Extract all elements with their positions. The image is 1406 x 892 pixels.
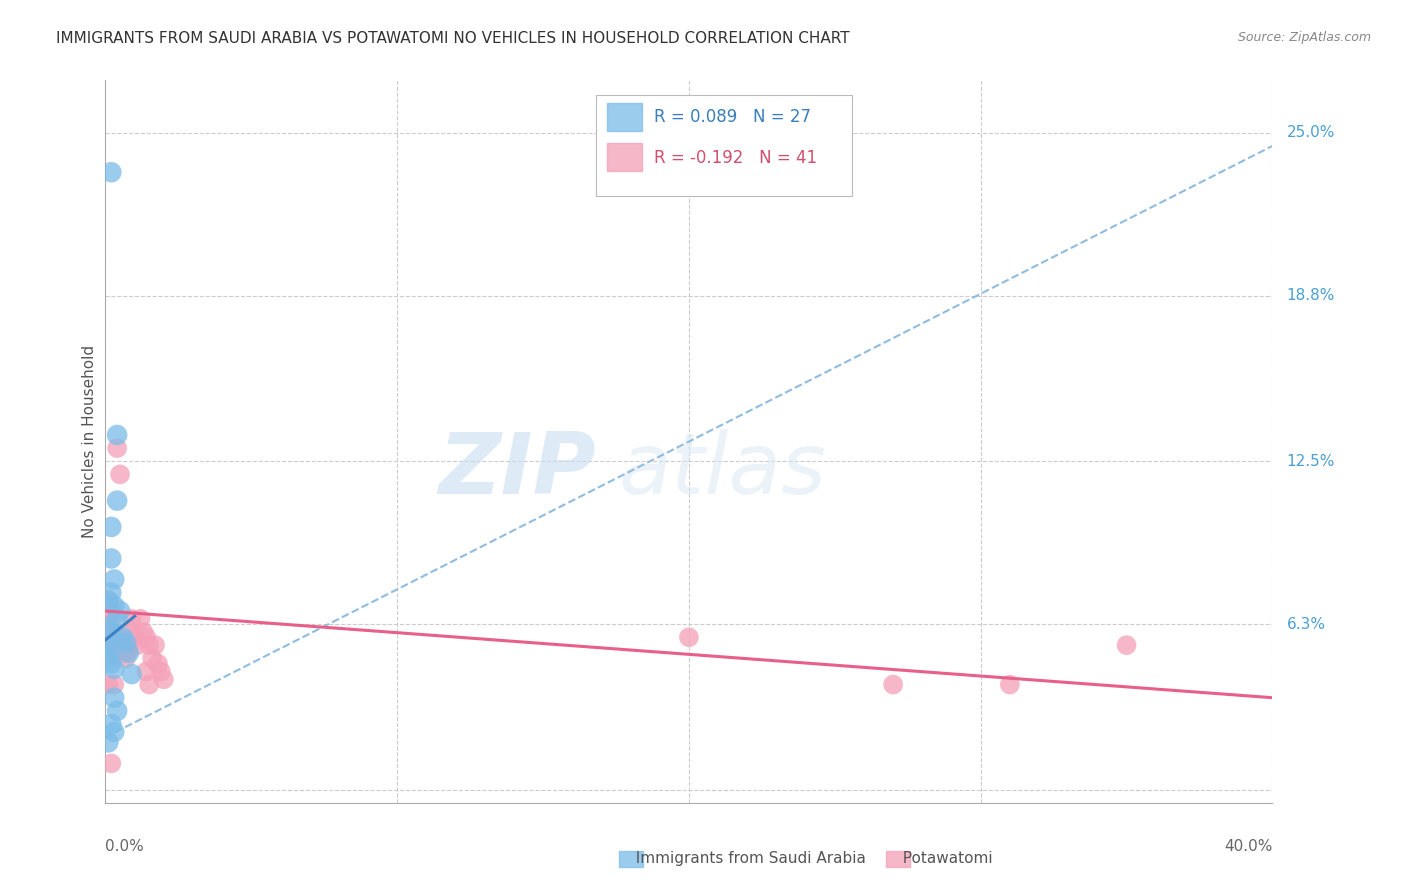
Point <box>678 630 700 644</box>
Point <box>97 620 120 634</box>
Point <box>105 612 128 626</box>
Point <box>115 635 138 649</box>
Point <box>118 643 141 657</box>
Point <box>97 593 120 607</box>
Point <box>103 625 125 640</box>
Point <box>100 520 122 534</box>
Point <box>100 617 122 632</box>
Point <box>111 630 134 644</box>
Point <box>103 690 125 705</box>
Point <box>97 651 120 665</box>
Point <box>97 612 120 626</box>
Point <box>100 551 122 566</box>
Point <box>100 717 122 731</box>
Point <box>105 428 128 442</box>
Point <box>97 630 120 644</box>
Bar <box>607 143 643 170</box>
Point <box>118 638 141 652</box>
Point <box>108 467 131 482</box>
Point <box>121 667 143 681</box>
Point <box>111 635 134 649</box>
Point <box>124 630 146 644</box>
FancyBboxPatch shape <box>596 95 852 196</box>
Point <box>152 673 174 687</box>
Point <box>103 573 125 587</box>
Point <box>100 625 122 640</box>
Point <box>129 612 152 626</box>
Point <box>1115 638 1137 652</box>
Point <box>103 599 125 613</box>
Point <box>141 651 163 665</box>
Point <box>115 651 138 665</box>
Text: atlas: atlas <box>619 429 827 512</box>
Point <box>97 677 120 691</box>
Text: 40.0%: 40.0% <box>1225 838 1272 854</box>
Point <box>103 638 125 652</box>
Point <box>121 612 143 626</box>
Point <box>108 630 131 644</box>
Bar <box>607 103 643 131</box>
Point <box>146 657 169 671</box>
Text: 25.0%: 25.0% <box>1286 126 1334 140</box>
Text: Immigrants from Saudi Arabia: Immigrants from Saudi Arabia <box>626 851 866 865</box>
Text: R = 0.089   N = 27: R = 0.089 N = 27 <box>654 108 811 126</box>
Point <box>149 665 172 679</box>
Point <box>115 646 138 660</box>
Text: Source: ZipAtlas.com: Source: ZipAtlas.com <box>1237 31 1371 45</box>
Point <box>100 585 122 599</box>
Point <box>105 493 128 508</box>
Point <box>998 677 1021 691</box>
Point <box>97 593 120 607</box>
Y-axis label: No Vehicles in Household: No Vehicles in Household <box>82 345 97 538</box>
Text: 18.8%: 18.8% <box>1286 288 1334 303</box>
Point <box>118 646 141 660</box>
Point <box>121 625 143 640</box>
Point <box>105 441 128 455</box>
Text: Potawatomi: Potawatomi <box>893 851 993 865</box>
Point <box>108 604 131 618</box>
Point <box>138 638 160 652</box>
Text: R = -0.192   N = 41: R = -0.192 N = 41 <box>654 149 817 167</box>
Point <box>100 643 122 657</box>
Point <box>111 640 134 655</box>
Point <box>105 704 128 718</box>
Point <box>882 677 904 691</box>
Text: 0.0%: 0.0% <box>105 838 145 854</box>
Point <box>100 604 122 618</box>
Point <box>100 635 122 649</box>
Point <box>103 724 125 739</box>
Point <box>135 630 157 644</box>
Point <box>132 625 155 640</box>
Text: 6.3%: 6.3% <box>1286 616 1326 632</box>
Point <box>100 657 122 671</box>
Point <box>143 638 166 652</box>
Point <box>100 756 122 771</box>
Point <box>97 638 120 652</box>
Point <box>103 662 125 676</box>
Text: IMMIGRANTS FROM SAUDI ARABIA VS POTAWATOMI NO VEHICLES IN HOUSEHOLD CORRELATION : IMMIGRANTS FROM SAUDI ARABIA VS POTAWATO… <box>56 31 849 46</box>
Point <box>135 665 157 679</box>
Text: 12.5%: 12.5% <box>1286 454 1334 468</box>
Point <box>127 638 149 652</box>
Point <box>138 677 160 691</box>
Point <box>100 165 122 179</box>
Text: ZIP: ZIP <box>437 429 596 512</box>
Point <box>105 643 128 657</box>
Point <box>103 677 125 691</box>
Point <box>97 735 120 749</box>
Point <box>100 646 122 660</box>
